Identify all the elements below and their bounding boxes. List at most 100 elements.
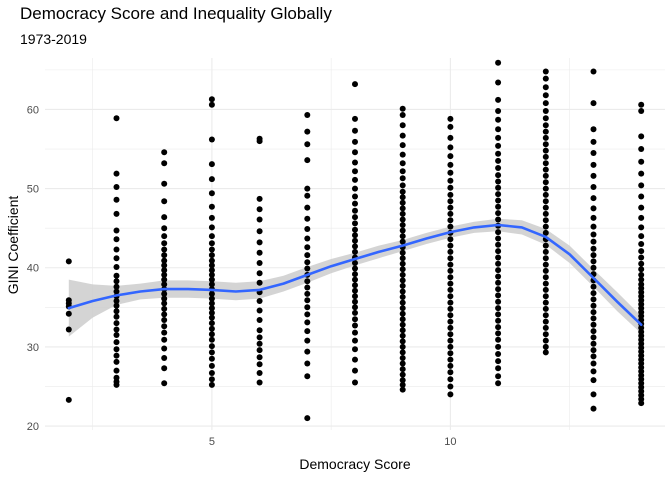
data-point [256,239,263,246]
data-point [256,340,263,347]
data-point [638,266,645,273]
data-point [495,165,502,171]
data-point [113,210,120,217]
data-point [495,241,502,248]
data-point [304,128,311,135]
data-point [399,227,406,234]
data-point [399,343,406,350]
data-point [399,332,406,339]
data-point [352,168,358,175]
data-point [638,133,645,140]
data-point [447,210,454,217]
data-point [590,258,597,265]
data-point [161,271,168,278]
data-point [208,101,215,108]
data-point [113,298,120,304]
data-point [256,334,263,341]
data-point [352,271,358,278]
data-point [256,327,263,334]
data-point [208,305,215,312]
data-point [161,295,168,302]
data-point [399,255,406,262]
data-point [113,302,120,309]
data-point [447,248,454,255]
data-point [542,305,549,312]
data-point [495,235,502,242]
data-point [447,144,454,151]
data-point [304,284,311,291]
data-point [495,197,502,204]
data-point [495,351,502,357]
data-point [161,323,168,330]
data-point [590,252,597,259]
y-axis-title: GINI Coefficient [5,196,21,295]
data-point [542,198,549,205]
data-point [352,243,358,250]
data-point [447,376,454,383]
data-point [161,198,168,205]
data-point [352,193,358,200]
data-point [208,362,215,369]
data-point [256,279,263,286]
data-point [542,318,549,325]
data-point [542,299,549,306]
data-point [208,336,215,343]
data-point [590,100,597,107]
data-point [447,391,454,398]
data-point [113,196,120,203]
data-point [495,203,502,210]
data-point [447,369,454,376]
data-point [208,295,215,302]
data-point [256,228,263,235]
data-point [638,281,645,288]
data-point [161,345,168,352]
data-point [256,347,263,354]
data-point [352,322,358,329]
data-point [208,262,215,269]
data-point [208,331,215,338]
data-point [590,360,597,367]
data-point [590,290,597,297]
data-point [495,292,502,299]
data-point [447,280,454,287]
data-point [304,244,311,251]
data-point [590,245,597,252]
data-point [447,198,454,205]
data-point [304,215,311,222]
data-point [590,223,597,230]
data-point [113,346,120,353]
data-point [352,185,358,192]
data-point [352,337,358,344]
data-point [304,304,311,311]
data-point [638,260,645,267]
data-point [208,271,215,278]
data-point [113,320,120,327]
data-point [208,290,215,297]
data-point [542,204,549,211]
data-point [542,122,549,129]
data-point [208,214,215,221]
data-point [256,370,263,376]
data-point [161,365,168,372]
data-point [542,293,549,300]
data-point [447,184,454,191]
data-point [542,229,549,236]
data-point [256,361,263,368]
data-point [304,337,311,344]
data-point [304,226,311,232]
data-point [495,150,502,157]
data-point [352,260,358,266]
data-point [161,267,168,274]
data-point [256,354,263,361]
data-point [208,355,215,362]
data-point [399,366,406,373]
data-point [304,290,311,297]
data-point [399,238,406,245]
data-point [304,297,311,304]
data-point [113,313,120,320]
data-point [161,336,168,343]
data-point [399,299,406,306]
data-point [495,365,502,372]
data-point [638,214,645,221]
data-point [352,265,358,272]
